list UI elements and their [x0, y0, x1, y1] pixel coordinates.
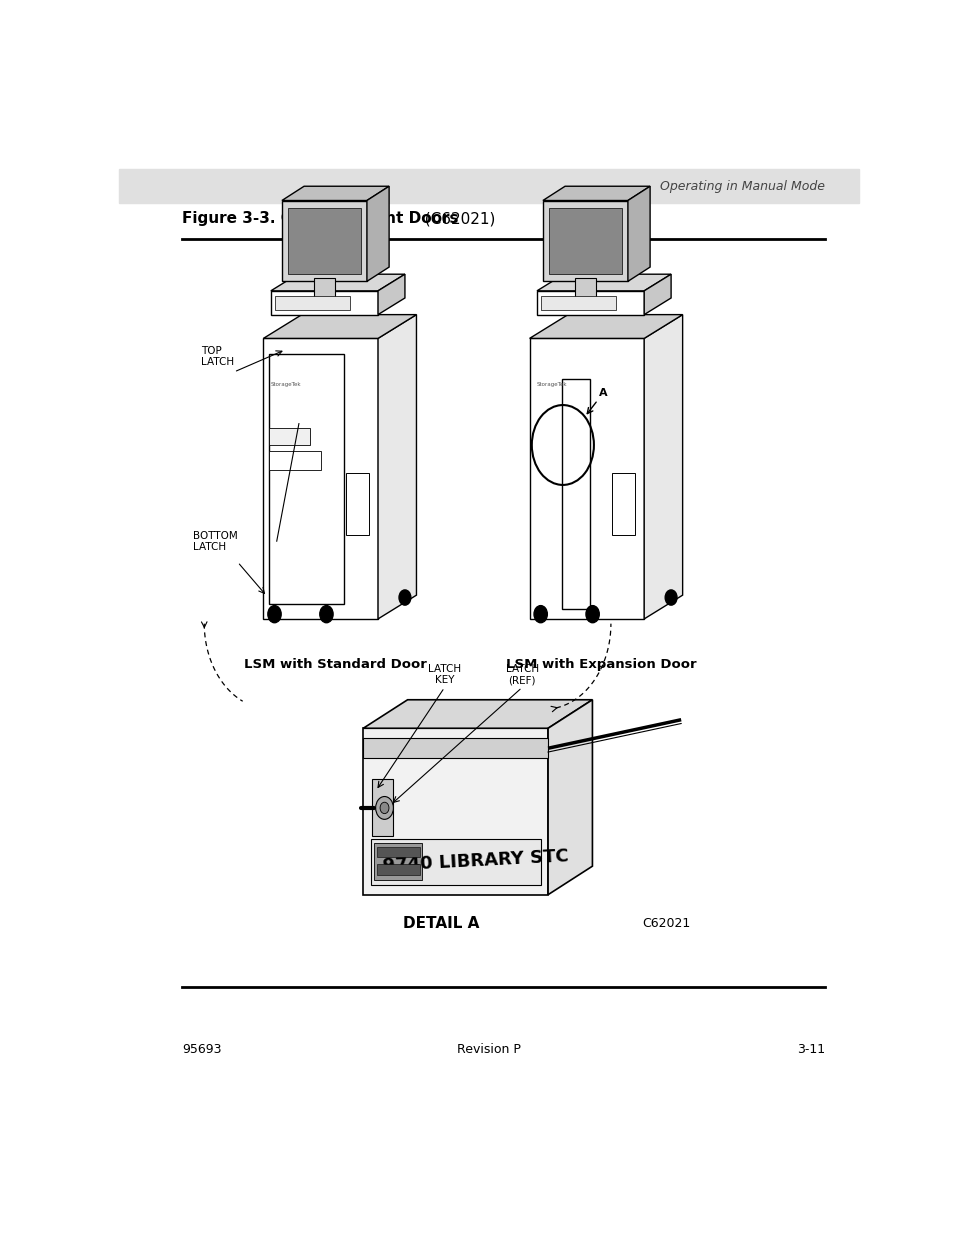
Text: C62021: C62021: [641, 916, 690, 930]
Circle shape: [664, 590, 677, 605]
Bar: [612, 473, 635, 535]
Circle shape: [534, 605, 547, 622]
Bar: [363, 739, 547, 758]
Circle shape: [319, 605, 333, 622]
Bar: [376, 847, 419, 857]
Bar: [314, 278, 335, 305]
Bar: [529, 338, 643, 619]
Polygon shape: [282, 186, 389, 200]
Text: Figure 3-3. Opening Front Doors: Figure 3-3. Opening Front Doors: [182, 211, 458, 226]
Bar: [575, 278, 595, 305]
Text: TOP
LATCH: TOP LATCH: [200, 346, 233, 367]
Polygon shape: [643, 274, 670, 315]
Bar: [346, 473, 369, 535]
Polygon shape: [367, 186, 389, 282]
Bar: [561, 379, 589, 609]
Text: Operating in Manual Mode: Operating in Manual Mode: [659, 180, 824, 193]
Circle shape: [379, 803, 389, 814]
Polygon shape: [627, 186, 649, 282]
Text: Revision P: Revision P: [456, 1044, 520, 1056]
Bar: [542, 200, 627, 282]
Polygon shape: [537, 274, 670, 291]
Circle shape: [268, 605, 281, 622]
Text: StorageTek: StorageTek: [271, 382, 301, 387]
Text: StorageTek: StorageTek: [537, 382, 567, 387]
Text: DETAIL A: DETAIL A: [402, 915, 478, 931]
Bar: [540, 295, 615, 310]
Bar: [374, 844, 421, 881]
Text: LSM with Expansion Door: LSM with Expansion Door: [506, 658, 697, 671]
Polygon shape: [547, 700, 592, 894]
Bar: [282, 200, 367, 282]
Circle shape: [398, 590, 411, 605]
Bar: [288, 209, 360, 274]
Polygon shape: [263, 315, 416, 338]
Text: LSM with Standard Door: LSM with Standard Door: [244, 658, 427, 671]
Bar: [372, 779, 393, 836]
Bar: [119, 169, 858, 204]
Text: 9740 LIBRARY STC: 9740 LIBRARY STC: [382, 847, 569, 874]
Bar: [363, 729, 547, 894]
Bar: [269, 429, 310, 445]
Bar: [537, 290, 643, 315]
Polygon shape: [643, 315, 682, 619]
Bar: [271, 290, 377, 315]
Text: BOTTOM
LATCH: BOTTOM LATCH: [193, 531, 237, 552]
Bar: [548, 209, 621, 274]
Bar: [370, 839, 540, 885]
Polygon shape: [271, 274, 404, 291]
Text: 95693: 95693: [182, 1044, 221, 1056]
Bar: [269, 353, 343, 604]
Bar: [263, 338, 377, 619]
Bar: [376, 864, 419, 874]
Polygon shape: [529, 315, 682, 338]
Bar: [274, 295, 349, 310]
Text: (C62021): (C62021): [415, 211, 495, 226]
Polygon shape: [363, 700, 592, 729]
Text: LATCH
(REF): LATCH (REF): [505, 664, 538, 685]
Circle shape: [585, 605, 598, 622]
Polygon shape: [377, 274, 404, 315]
Text: A: A: [598, 388, 607, 398]
Text: LATCH
KEY: LATCH KEY: [428, 664, 460, 685]
Text: 3-11: 3-11: [797, 1044, 824, 1056]
Circle shape: [375, 797, 393, 819]
Bar: [269, 451, 321, 471]
Polygon shape: [377, 315, 416, 619]
Polygon shape: [542, 186, 649, 200]
